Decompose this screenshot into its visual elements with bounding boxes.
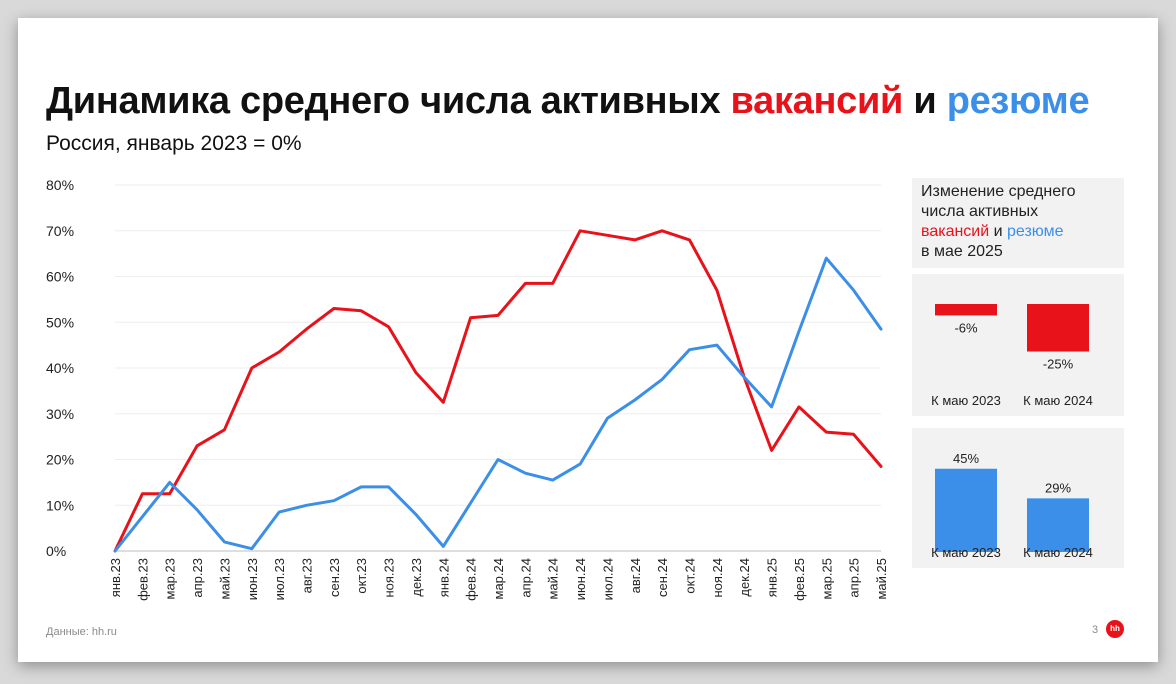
x-tick-label: мар.23 (163, 558, 178, 599)
bar-category-label: К маю 2023 (931, 393, 1001, 408)
y-tick-label: 0% (46, 543, 66, 559)
side-note-line4: в мае 2025 (921, 243, 1003, 260)
x-tick-label: мар.25 (819, 558, 834, 599)
bar-value-label: -25% (1043, 357, 1074, 372)
x-tick-label: фев.25 (792, 558, 807, 601)
x-tick-label: авг.24 (628, 558, 643, 593)
x-tick-label: окт.23 (354, 558, 369, 594)
y-tick-label: 30% (46, 406, 74, 422)
x-tick-label: ноя.23 (382, 558, 397, 598)
hh-logo: hh (1106, 620, 1124, 638)
x-tick-label: сен.23 (327, 558, 342, 597)
side-note: Изменение среднего числа активных ваканс… (912, 178, 1124, 268)
x-tick-label: фев.24 (464, 558, 479, 601)
x-tick-label: янв.23 (108, 558, 123, 597)
bar-value-label: 29% (1045, 480, 1071, 495)
page-number: 3 (1092, 624, 1099, 636)
y-tick-label: 60% (46, 269, 74, 285)
bar-category-label: К маю 2024 (1023, 393, 1093, 408)
side-note-and: и (989, 223, 1008, 240)
x-tick-label: май.24 (546, 558, 561, 600)
y-tick-label: 70% (46, 223, 74, 239)
x-tick-label: мар.24 (491, 558, 506, 599)
x-tick-label: апр.24 (518, 558, 533, 598)
bar-category-label: К маю 2024 (1023, 545, 1093, 560)
y-tick-label: 40% (46, 360, 74, 376)
bar-category-label: К маю 2023 (931, 545, 1001, 560)
bar (1027, 498, 1089, 552)
x-tick-label: дек.23 (409, 558, 424, 597)
y-tick-label: 20% (46, 452, 74, 468)
line-chart: 0% 10% 20% 30% 40% 50% 60% 70% 80% янв.23 фев.23 ма… (46, 177, 889, 601)
slide: Динамика среднего числа активных ваканси… (18, 18, 1158, 662)
x-tick-label: янв.24 (436, 558, 451, 597)
vacancies-change-panel: -6% К маю 2023 -25% К маю 2024 (912, 274, 1124, 416)
page-subtitle: Россия, январь 2023 = 0% (46, 132, 302, 155)
title-resumes: резюме (946, 80, 1090, 122)
x-tick-label: май.25 (874, 558, 889, 600)
x-tick-label: май.23 (217, 558, 232, 600)
x-tick-label: дек.24 (737, 558, 752, 597)
data-source: Данные: hh.ru (46, 626, 117, 638)
bar (1027, 304, 1089, 352)
resumes-series-line (113, 256, 883, 553)
resumes-bar-chart: 45% К маю 2023 29% К маю 2024 (931, 451, 1093, 560)
side-note-vacancies: вакансий (921, 223, 990, 240)
vacancies-bar-chart: -6% К маю 2023 -25% К маю 2024 (931, 304, 1093, 408)
bar (935, 304, 997, 316)
x-tick-label: июн.24 (573, 558, 588, 600)
x-tick-label: фев.23 (135, 558, 150, 601)
resumes-change-panel: 45% К маю 2023 29% К маю 2024 (912, 428, 1124, 568)
side-note-resumes: резюме (1007, 223, 1064, 240)
x-tick-label: авг.23 (300, 558, 315, 593)
side-note-line2: числа активных (921, 203, 1039, 220)
vacancies-series-line (113, 229, 883, 553)
page-title: Динамика среднего числа активных ваканси… (46, 80, 1090, 123)
side-note-line3: вакансий и резюме (921, 222, 1124, 242)
side-note-line1: Изменение среднего (921, 183, 1076, 200)
x-tick-label: ноя.24 (710, 558, 725, 598)
title-vacancies: вакансий (730, 80, 904, 122)
bar (935, 468, 997, 552)
x-tick-label: июл.23 (272, 558, 287, 600)
y-tick-label: 10% (46, 497, 74, 513)
x-tick-label: апр.25 (847, 558, 862, 598)
x-tick-label: сен.24 (655, 558, 670, 597)
title-and: и (903, 80, 947, 122)
x-tick-label: апр.23 (190, 558, 205, 598)
title-main: Динамика среднего числа активных (46, 80, 731, 122)
bar-value-label: -6% (954, 320, 978, 335)
x-tick-label: янв.25 (765, 558, 780, 597)
x-tick-label: окт.24 (683, 558, 698, 594)
bar-value-label: 45% (953, 451, 979, 466)
x-tick-label: июл.24 (600, 558, 615, 600)
x-tick-label: июн.23 (245, 558, 260, 600)
y-tick-label: 80% (46, 177, 74, 193)
y-tick-label: 50% (46, 314, 74, 330)
